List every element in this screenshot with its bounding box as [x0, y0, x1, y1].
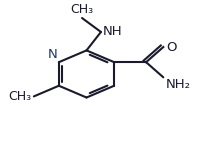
Text: CH₃: CH₃ [70, 4, 94, 17]
Text: O: O [166, 41, 177, 54]
Text: CH₃: CH₃ [9, 90, 32, 103]
Text: N: N [48, 48, 58, 61]
Text: NH₂: NH₂ [165, 78, 190, 91]
Text: NH: NH [103, 25, 123, 38]
